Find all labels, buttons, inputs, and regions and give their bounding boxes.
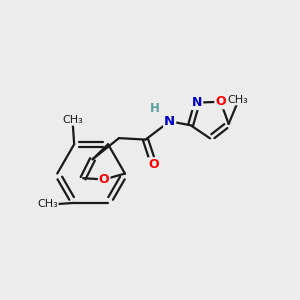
Text: CH₃: CH₃ <box>62 115 83 125</box>
Text: N: N <box>164 115 175 128</box>
Text: CH₃: CH₃ <box>227 95 248 105</box>
Text: CH₃: CH₃ <box>37 200 58 209</box>
Text: O: O <box>99 173 110 186</box>
Text: N: N <box>192 96 202 109</box>
Text: H: H <box>149 103 159 116</box>
Text: O: O <box>148 158 159 171</box>
Text: O: O <box>215 95 226 108</box>
